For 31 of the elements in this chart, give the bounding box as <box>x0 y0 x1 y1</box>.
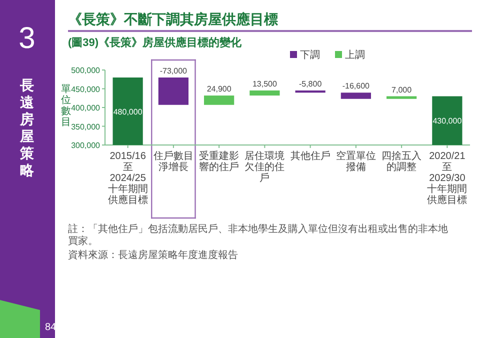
x-tick-label: 四捨五入的調整 <box>382 150 422 173</box>
text: 84 <box>45 322 57 333</box>
x-tick-label: 居住環境欠佳的住戶 <box>244 150 285 184</box>
y-tick-label: 400,000 <box>71 104 101 112</box>
text: 3 <box>18 22 36 55</box>
data-label: -5,800 <box>298 79 322 88</box>
x-tick-label: 其他住戶 <box>290 150 330 162</box>
x-tick-label: 2015/16至2024/25十年期間供應目標 <box>108 151 148 206</box>
x-tick-label: 空置單位撥備 <box>336 150 376 173</box>
text: 註：「其他住戶」包括流動居民戶、非本地學生及購入單位但沒有出租或出售的非本地買家。 <box>68 223 448 247</box>
data-label: 7,000 <box>392 85 412 94</box>
data-label: 24,900 <box>206 84 232 94</box>
data-label: 480,000 <box>113 107 143 116</box>
y-axis-title: 單位數目 <box>61 84 71 128</box>
y-tick-label: 450,000 <box>71 84 101 94</box>
x-tick-label: 住戶數目淨增長 <box>153 150 194 173</box>
y-tick-label: 500,000 <box>71 66 101 75</box>
data-label: 13,500 <box>252 79 278 88</box>
data-label: -16,600 <box>342 82 370 91</box>
legend-label: 下調 <box>300 49 320 61</box>
y-tick-label: 350,000 <box>71 122 101 132</box>
x-tick-label: 受重建影響的住戶 <box>199 150 240 173</box>
chart-title: 《長策》不斷下調其房屋供應目標 <box>68 11 278 27</box>
x-tick-label: 2020/21至2029/30十年期間供應目標 <box>427 151 468 206</box>
data-label: -73,000 <box>160 66 188 76</box>
chart-subtitle: (圖39)《長策》房屋供應目標的變化 <box>68 36 243 49</box>
legend-label: 上調 <box>345 49 365 61</box>
text: 長遠房屋策略 <box>19 77 35 178</box>
y-tick-label: 300,000 <box>71 141 101 150</box>
source-note: 資料來源：長遠房屋策略年度進度報告 <box>68 249 238 261</box>
data-label: 430,000 <box>432 116 462 126</box>
